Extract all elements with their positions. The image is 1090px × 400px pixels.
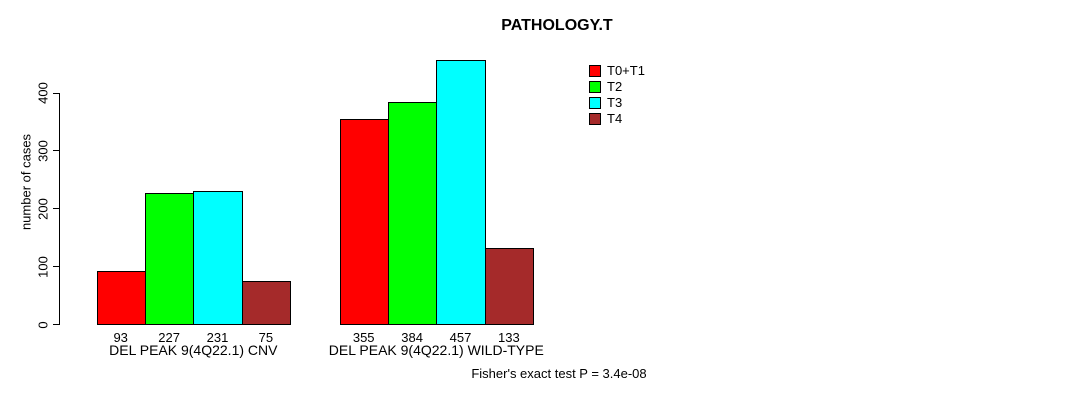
bar	[144, 193, 195, 325]
bar	[387, 102, 438, 325]
bar-value-label: 133	[498, 330, 520, 345]
bar	[193, 190, 243, 325]
legend: T0+T1 T2 T3 T4	[589, 63, 645, 126]
bar-value-label: 75	[258, 330, 274, 345]
bar-value-label: 231	[206, 330, 229, 345]
legend-row: T3	[589, 95, 645, 110]
y-tick-label: 100	[35, 255, 51, 278]
group-label: DEL PEAK 9(4Q22.1) WILD-TYPE	[328, 342, 544, 358]
group-label: DEL PEAK 9(4Q22.1) CNV	[109, 342, 278, 358]
y-tick	[53, 324, 60, 325]
legend-swatch	[589, 97, 601, 109]
y-tick	[53, 266, 60, 268]
bar-value-label: 93	[113, 330, 128, 345]
y-tick	[53, 208, 60, 210]
bar	[241, 281, 292, 325]
legend-row: T2	[589, 79, 645, 94]
bar-value-label: 227	[158, 330, 180, 345]
y-tick-label: 300	[35, 140, 51, 162]
y-tick	[53, 92, 60, 94]
legend-label: T2	[607, 79, 623, 94]
stat-annotation: Fisher's exact test P = 3.4e-08	[471, 366, 647, 381]
y-tick-label: 400	[35, 82, 51, 104]
bar	[436, 60, 486, 325]
bar	[484, 247, 535, 325]
legend-label: T3	[607, 95, 623, 110]
legend-label: T0+T1	[607, 63, 645, 78]
legend-row: T0+T1	[589, 63, 645, 78]
legend-row: T4	[589, 111, 645, 126]
legend-swatch	[589, 65, 601, 77]
y-tick-label: 0	[35, 320, 51, 329]
bar	[96, 270, 146, 325]
y-tick	[53, 150, 60, 152]
bar-value-label: 457	[449, 330, 472, 345]
legend-swatch	[589, 81, 601, 93]
legend-swatch	[589, 113, 601, 125]
chart-title: PATHOLOGY.T	[501, 17, 613, 34]
y-tick-label: 200	[35, 197, 51, 220]
legend-label: T4	[607, 111, 623, 126]
bar	[339, 119, 389, 325]
bar-value-label: 355	[352, 330, 375, 345]
bar-value-label: 384	[401, 330, 423, 345]
y-axis-label: number of cases	[18, 133, 34, 231]
